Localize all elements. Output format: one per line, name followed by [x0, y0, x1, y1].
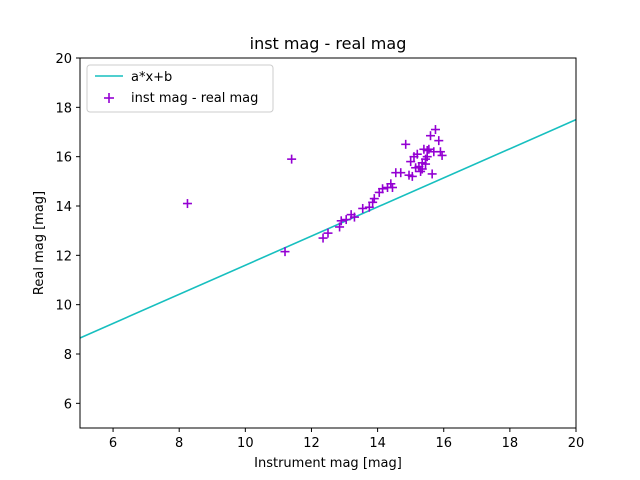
y-tick-label: 18: [55, 101, 72, 116]
data-point: [280, 247, 290, 257]
data-point: [364, 202, 374, 212]
y-tick-label: 10: [55, 299, 72, 314]
x-axis-label: Instrument mag [mag]: [254, 456, 402, 471]
data-point: [396, 168, 406, 178]
data-point: [369, 194, 379, 204]
y-tick-label: 8: [64, 348, 72, 363]
data-point: [336, 216, 346, 226]
data-point: [427, 169, 437, 179]
legend: a*x+b inst mag - real mag: [86, 64, 274, 113]
data-point: [335, 222, 345, 232]
data-point: [422, 152, 432, 162]
x-tick-label: 10: [237, 436, 254, 451]
y-tick-label: 20: [55, 52, 72, 67]
data-point: [437, 150, 447, 160]
plot-layer: [80, 118, 576, 339]
x-tick-label: 6: [109, 436, 117, 451]
data-point: [430, 125, 440, 135]
x-tick-label: 14: [369, 436, 386, 451]
y-tick-label: 14: [55, 200, 72, 215]
x-tick-label: 8: [175, 436, 183, 451]
axes-layer: 6 8 10 12 14 16 18 20 6 8 10 12 14 16 18 20: [55, 52, 584, 451]
chart-title: inst mag - real mag: [250, 34, 407, 53]
data-point: [387, 183, 397, 192]
plot-frame: [79, 57, 577, 429]
legend-label-fit-line: a*x+b: [131, 70, 172, 85]
data-point: [182, 199, 192, 209]
y-tick-label: 12: [55, 249, 72, 264]
y-axis-label: Real mag [mag]: [32, 191, 47, 295]
data-point: [323, 228, 333, 238]
legend-marker-swatch: [104, 93, 114, 103]
x-tick-label: 20: [568, 436, 585, 451]
data-point: [401, 139, 411, 149]
data-point: [424, 144, 434, 154]
data-point: [412, 149, 422, 159]
data-point: [341, 215, 351, 225]
data-point: [349, 212, 359, 222]
data-point: [426, 131, 436, 141]
data-point: [287, 154, 297, 164]
data-point: [417, 164, 427, 174]
data-point: [318, 233, 328, 243]
data-point: [407, 171, 417, 181]
scatter-series: [182, 125, 447, 257]
x-tick-label: 18: [502, 436, 519, 451]
x-tick-label: 16: [435, 436, 452, 451]
data-point: [358, 203, 368, 213]
legend-label-data: inst mag - real mag: [131, 91, 258, 106]
y-tick-label: 6: [64, 397, 72, 412]
plot-area: [80, 58, 576, 428]
legend-box: [86, 64, 274, 113]
y-tick-label: 16: [55, 151, 72, 166]
data-point: [434, 136, 444, 146]
x-tick-label: 12: [303, 436, 320, 451]
data-point: [406, 157, 416, 167]
data-point: [378, 184, 388, 194]
